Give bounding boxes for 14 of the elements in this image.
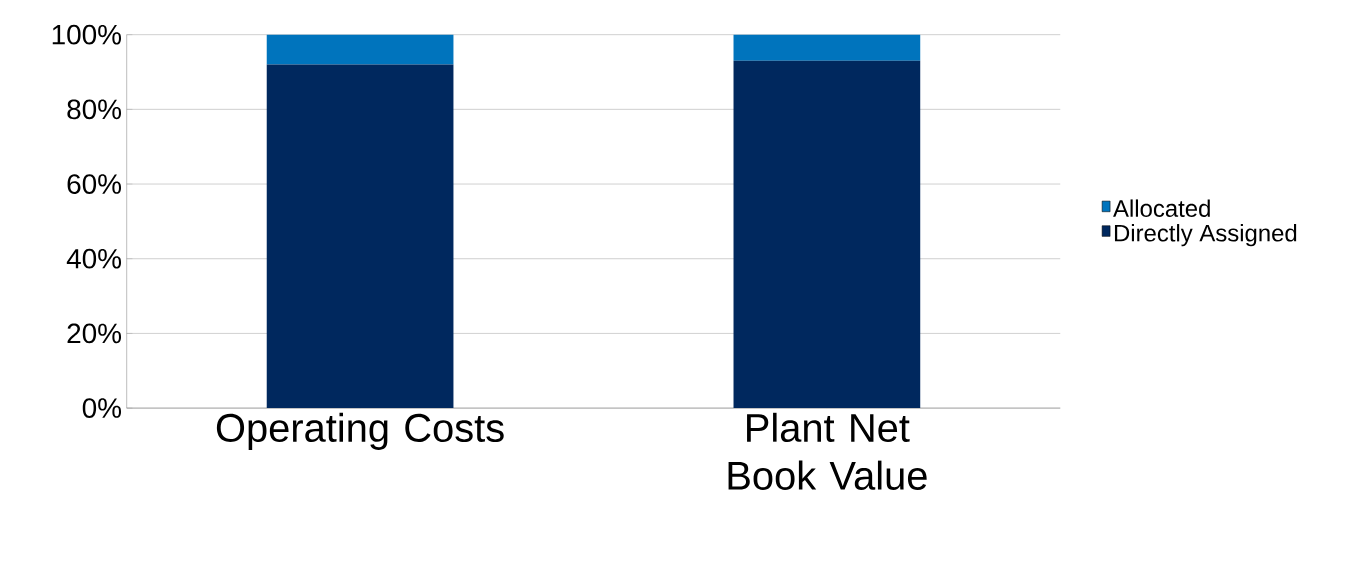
y-tick-label: 0% (82, 397, 122, 418)
y-tick-label: 80% (67, 99, 122, 119)
y-tick-label: 40% (66, 248, 122, 269)
y-tick-label: 100% (52, 24, 121, 45)
bar (266, 34, 454, 65)
bar (733, 34, 921, 61)
x-tick-label: Operating Costs (216, 412, 504, 450)
y-tick-label: 60% (67, 173, 122, 194)
bar (733, 60, 921, 408)
legend-label: Directly Assigned (1114, 223, 1297, 247)
y-tick-label: 20% (67, 323, 122, 344)
x-tick-label: Plant Net Book Value (728, 412, 927, 490)
legend-label: Allocated (1113, 199, 1210, 217)
bar (266, 64, 454, 408)
